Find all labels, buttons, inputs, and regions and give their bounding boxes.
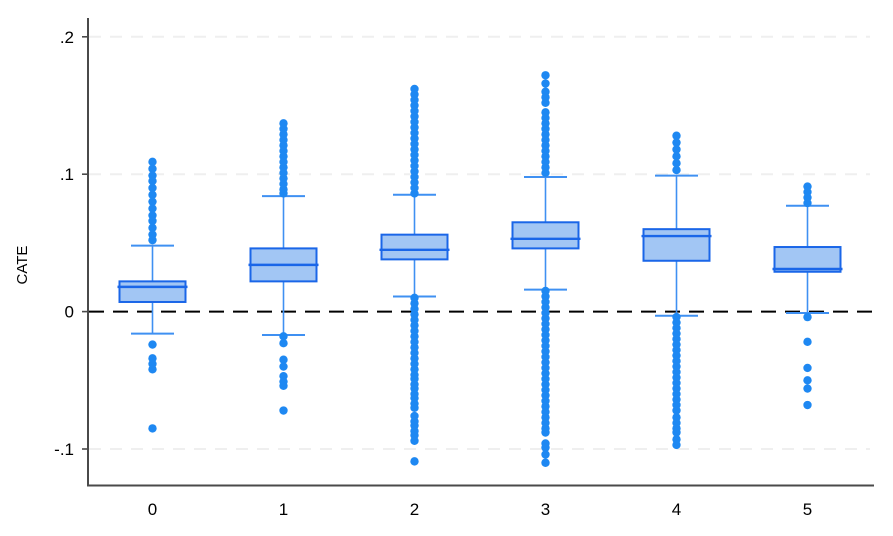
y-tick-label: 0 (65, 303, 74, 322)
outlier-dot (541, 428, 550, 437)
outlier-dot (279, 381, 288, 390)
iqr-box (118, 280, 187, 303)
outlier-dot (672, 159, 681, 168)
outlier-dot (148, 183, 157, 193)
outlier-dot (148, 235, 157, 245)
outlier-dot (279, 355, 288, 364)
outlier-dot (541, 168, 550, 178)
box-category-5: 5 (772, 182, 843, 519)
outlier-dot (672, 428, 681, 437)
outlier-dot (803, 363, 812, 373)
y-tick-label: -.1 (54, 440, 74, 459)
outlier-dot (541, 71, 550, 80)
outlier-dot (541, 450, 550, 459)
outlier-dot (410, 436, 419, 445)
outlier-dot (803, 312, 812, 322)
x-axis-label: 5 (803, 500, 812, 519)
outlier-dot (803, 376, 812, 385)
outlier-dot (148, 164, 157, 173)
outlier-dot (672, 152, 681, 161)
x-axis-label: 3 (541, 500, 550, 519)
outlier-dot (279, 189, 288, 198)
outlier-dot (541, 98, 550, 107)
outlier-dot (148, 424, 157, 433)
outlier-dot (148, 197, 157, 206)
box-category-2: 2 (379, 84, 450, 519)
outlier-dot (279, 362, 288, 371)
x-axis-label: 0 (148, 500, 157, 519)
outlier-dot (279, 339, 288, 348)
iqr-box (511, 221, 580, 250)
outlier-dot (410, 403, 419, 412)
x-axis-label: 4 (672, 500, 681, 519)
outlier-dot (672, 165, 681, 175)
outlier-dot (148, 223, 157, 232)
outlier-dot (541, 79, 550, 88)
outlier-dot (148, 176, 157, 186)
outlier-dot (672, 145, 681, 154)
outlier-dot (541, 443, 550, 452)
box-category-3: 3 (510, 71, 581, 519)
y-tick-label: .2 (60, 28, 74, 47)
outlier-dot (803, 198, 812, 208)
outlier-dot (148, 365, 157, 374)
outlier-dot (148, 204, 157, 213)
x-axis-label: 1 (279, 500, 288, 519)
outlier-dot (279, 332, 288, 341)
iqr-box (773, 246, 842, 273)
outlier-dot (148, 157, 157, 167)
outlier-dot (672, 406, 681, 415)
y-axis-title: CATE (14, 246, 31, 285)
outlier-dot (803, 337, 812, 347)
outlier-dot (410, 457, 419, 466)
outlier-dot (410, 189, 419, 198)
outlier-dot (672, 138, 681, 147)
box-category-4: 4 (641, 131, 712, 519)
outlier-dot (279, 406, 288, 415)
box-category-0: 0 (117, 157, 188, 519)
outlier-dot (672, 131, 681, 140)
outlier-dot (148, 216, 157, 226)
outlier-dot (148, 340, 157, 349)
iqr-box (380, 233, 449, 261)
iqr-box (642, 228, 711, 262)
outlier-dot (803, 400, 812, 410)
x-axis-label: 2 (410, 500, 419, 519)
outlier-dot (148, 190, 157, 200)
box-category-1: 1 (248, 119, 319, 519)
outlier-dot (672, 440, 681, 450)
outlier-dot (541, 458, 550, 467)
outlier-dot (803, 384, 812, 393)
y-tick-label: .1 (60, 165, 74, 184)
